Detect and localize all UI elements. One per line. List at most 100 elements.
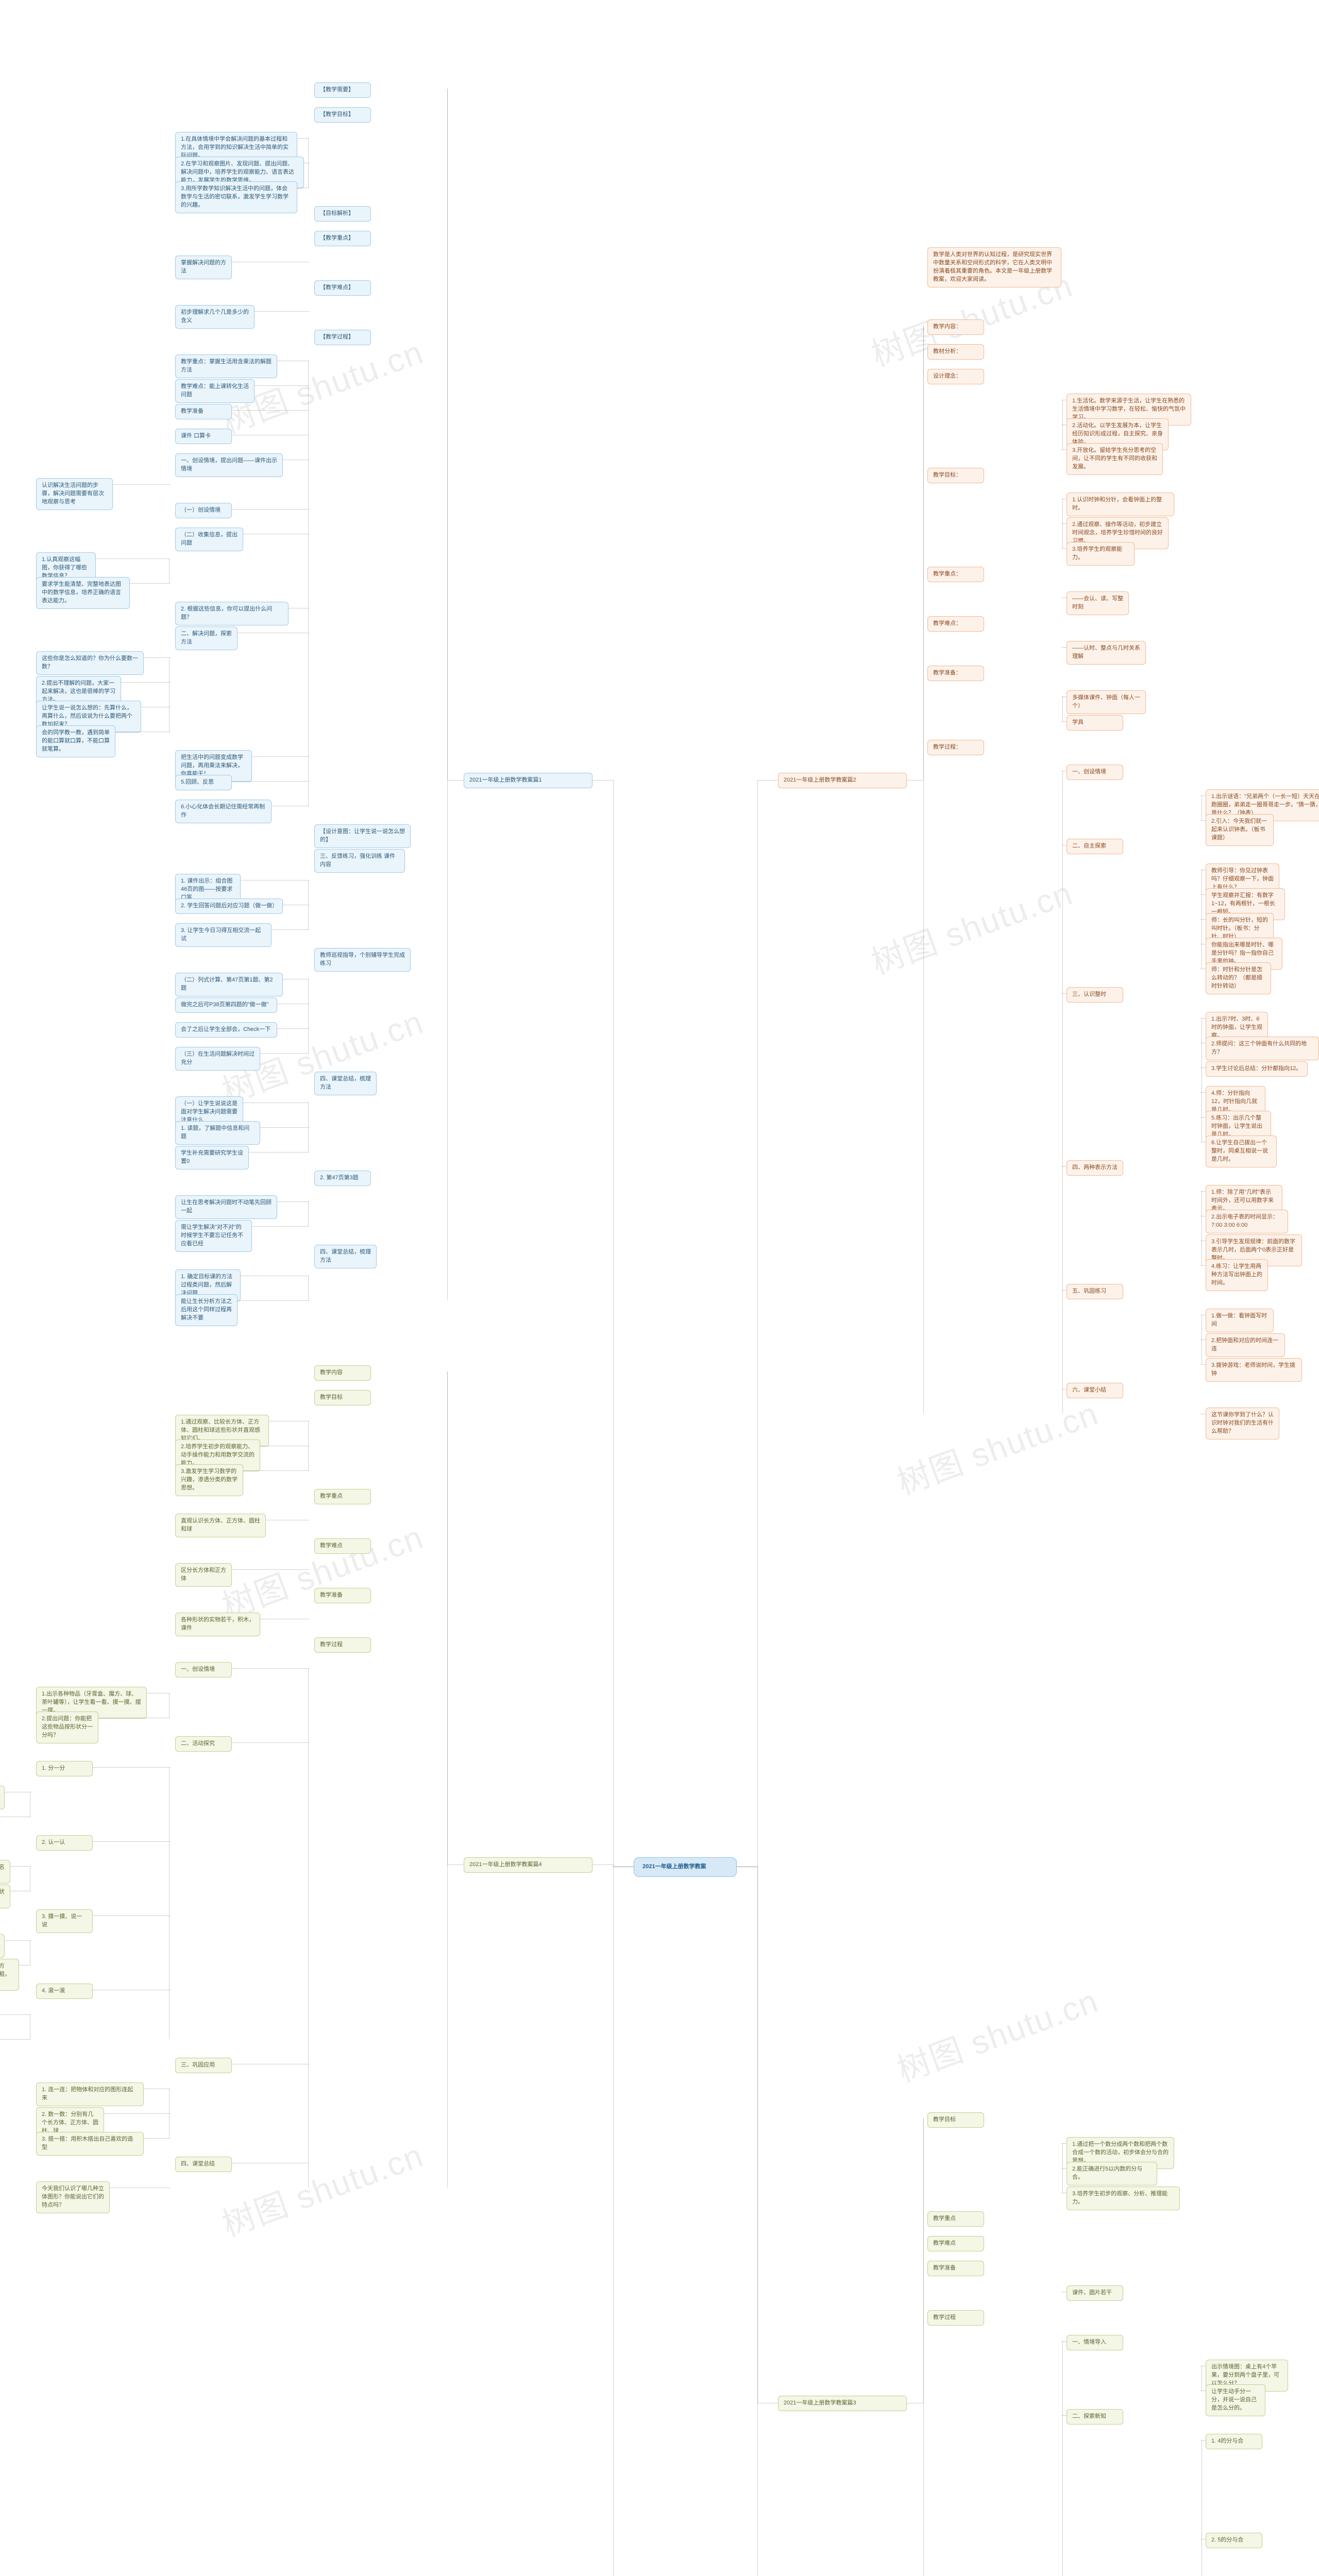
leaf-node[interactable]: 教学准备： (927, 666, 984, 681)
leaf-node[interactable]: 【目标解析】 (314, 206, 371, 222)
leaf-node[interactable]: 一、情境导入 (1067, 2335, 1123, 2350)
leaf-node[interactable]: 区分长方体和正方体 (175, 1563, 232, 1587)
leaf-node[interactable]: 3.学生讨论后总结：分针都指向12。 (1206, 1061, 1308, 1077)
leaf-node[interactable]: 教学重点：掌握生活用含乘法的解题方法 (175, 354, 277, 378)
leaf-node[interactable]: 3.用所学数学知识解决生活中的问题，体会数学与生活的密切联系，激发学生学习数学的… (175, 181, 297, 213)
leaf-node[interactable]: ——会认、读、写整时刻 (1067, 591, 1129, 615)
leaf-node[interactable]: 教学过程 (314, 1637, 371, 1653)
leaf-node[interactable]: 闭上眼睛摸一个物体，说出它是什么形状。 (0, 1934, 5, 1958)
branch-node-b4[interactable]: 2021一年级上册数学教案篇4 (464, 1857, 593, 1873)
leaf-node[interactable]: 【教学目标】 (314, 107, 371, 123)
leaf-node[interactable]: 2. 认一认 (36, 1835, 93, 1851)
leaf-node[interactable]: 一、创设情境，提出问题——课件出示情境 (175, 453, 283, 477)
leaf-node[interactable]: 2. 学生回答问题后对应习题（做一做） (175, 899, 283, 914)
leaf-node[interactable]: （二）收集信息，提出问题 (175, 528, 243, 551)
leaf-node[interactable]: 教学内容 (314, 1365, 371, 1381)
leaf-node[interactable]: 多媒体课件、钟面（每人一个） (1067, 690, 1146, 714)
leaf-node[interactable]: 2. 根据这些信息，你可以提出什么问题？ (175, 602, 289, 625)
leaf-node[interactable]: 2.引入：今天我们就一起来认识钟表。（板书课题） (1206, 814, 1274, 846)
leaf-node[interactable]: 会的同学教一教，遇到简单的能口算就口算，不能口算就笔算。 (36, 725, 115, 757)
leaf-node[interactable]: 二、活动探究 (175, 1736, 232, 1752)
leaf-node[interactable]: 五、巩固练习 (1067, 1284, 1123, 1299)
leaf-node[interactable]: 2. 5的分与合 (1206, 2533, 1262, 2548)
leaf-node[interactable]: 设计理念： (927, 369, 984, 384)
leaf-node[interactable]: 掌握解决问题的方法 (175, 256, 232, 279)
leaf-node[interactable]: 师：时针和分针是怎么转动的？（都是顺时针转动） (1206, 962, 1271, 994)
leaf-node[interactable]: 6.让学生自己拨出一个整时，同桌互相说一说是几时。 (1206, 1136, 1277, 1167)
leaf-node[interactable]: 课件、圆片若干 (1067, 2285, 1123, 2301)
leaf-node[interactable]: 四、课堂总结，梳理方法 (314, 1072, 377, 1095)
leaf-node[interactable]: 1. 连一连：把物体和对应的图形连起来 (36, 2082, 144, 2106)
leaf-node[interactable]: 要求学生能清楚、完整地表达图中的数学信息，培养正确的语言表达能力。 (36, 577, 130, 609)
leaf-node[interactable]: 教学目标： (927, 468, 984, 483)
leaf-node[interactable]: 6.小心化体会长期记住需经常再制作 (175, 800, 272, 823)
leaf-node[interactable]: 3.拨钟游戏：老师说时间，学生拨钟 (1206, 1358, 1302, 1382)
leaf-node[interactable]: 教学目标 (927, 2112, 984, 2128)
leaf-node[interactable]: 【教学需要】 (314, 82, 371, 98)
leaf-node[interactable]: 二、自主探索 (1067, 839, 1123, 854)
leaf-node[interactable]: 让生在思考解决问题时不动笔先回顾一起 (175, 1195, 277, 1219)
leaf-node[interactable]: 教学准备 (927, 2261, 984, 2276)
leaf-node[interactable]: 课件 口算卡 (175, 429, 232, 444)
leaf-node[interactable]: 1.认识时钟和分针，会看钟面上的整时。 (1067, 493, 1174, 516)
leaf-node[interactable]: 做完之后可P38页第四题的"做一做" (175, 997, 277, 1013)
leaf-node[interactable]: 这节课你学到了什么？认识时钟对我们的生活有什么帮助？ (1206, 1408, 1279, 1439)
leaf-node[interactable]: 说一说每种形状的特点：长方体长长方方的，正方体方方正正的，圆柱上下一样粗，球是圆… (0, 1959, 19, 1991)
leaf-node[interactable]: 二、解决问题，探索方法 (175, 626, 238, 650)
leaf-node[interactable]: 教学过程 (927, 2310, 984, 2326)
leaf-node[interactable]: 2.出示电子表的时间显示：7:00 3:00 6:00 (1206, 1210, 1288, 1233)
leaf-node[interactable]: 教学重点： (927, 567, 984, 582)
intro-note[interactable]: 数学是人类对世界的认知过程，是研究现实世界中数量关系和空间形式的科学，它在人类文… (927, 247, 1061, 287)
leaf-node[interactable]: 3. 让学生今日习得互相交流一起试 (175, 923, 272, 947)
leaf-node[interactable]: 一、创设情境 (1067, 765, 1123, 780)
branch-node-b3[interactable]: 2021一年级上册数学教案篇3 (778, 2396, 907, 2411)
root-node[interactable]: 2021一年级上册数学教案 (634, 1857, 737, 1877)
leaf-node[interactable]: 能让生长分析方法之后用这个同样过程再解决不要 (175, 1294, 238, 1326)
leaf-node[interactable]: 2.提出问题：你能把这些物品按形状分一分吗？ (36, 1711, 98, 1743)
branch-node-b2[interactable]: 2021一年级上册数学教案篇2 (778, 773, 907, 788)
leaf-node[interactable]: 1. 4的分与合 (1206, 2434, 1262, 2449)
leaf-node[interactable]: 让学生找一找生活中哪些物体是这些形状的。 (0, 1885, 10, 1908)
leaf-node[interactable]: 教学难点：能上课转化生活问题 (175, 379, 255, 403)
leaf-node[interactable]: 这些你是怎么知道的？你为什么要数一数？ (36, 651, 144, 675)
leaf-node[interactable]: 学生补充需要研究学生设置0 (175, 1146, 249, 1170)
leaf-node[interactable]: 3. 摸一摸、说一说 (36, 1909, 93, 1933)
leaf-node[interactable]: 初步理解求几个几是多少的含义 (175, 305, 255, 329)
leaf-node[interactable]: 3.激发学生学习数学的兴趣，渗透分类的数学思想。 (175, 1464, 243, 1496)
leaf-node[interactable]: （二）列式计算、第47页第1题、第2题 (175, 973, 283, 996)
leaf-node[interactable]: 需让学生解决"对不对"的时候学生不要忘记任务不应看已经 (175, 1220, 252, 1252)
leaf-node[interactable]: 学具 (1067, 715, 1123, 731)
leaf-node[interactable]: 4. 滚一滚 (36, 1984, 93, 1999)
leaf-node[interactable]: 四、课堂总结，梳理方法 (314, 1245, 377, 1268)
leaf-node[interactable]: 教材分析： (927, 344, 984, 360)
leaf-node[interactable]: 5.回顾、反思 (175, 775, 232, 790)
leaf-node[interactable]: 分别介绍长方体、正方体、圆柱、球的名称。 (0, 1860, 10, 1884)
leaf-node[interactable]: 教学难点 (927, 2236, 984, 2251)
leaf-node[interactable]: 三、巩固应用 (175, 2058, 232, 2073)
leaf-node[interactable]: 2.能正确进行5以内数的分与合。 (1067, 2162, 1157, 2185)
leaf-node[interactable]: 教学难点 (314, 1538, 371, 1554)
leaf-node[interactable]: 三、反馈练习，强化训练 课件内容 (314, 849, 405, 873)
leaf-node[interactable]: 2.师提问：这三个钟面有什么共同的地方？ (1206, 1037, 1319, 1060)
leaf-node[interactable]: 【教学难点】 (314, 280, 371, 296)
leaf-node[interactable]: 教学准备 (175, 404, 232, 419)
leaf-node[interactable]: 教学内容： (927, 319, 984, 335)
leaf-node[interactable]: 各种形状的实物若干，积木，课件 (175, 1613, 260, 1636)
leaf-node[interactable]: ——认时、整点与几时关系理解 (1067, 641, 1146, 665)
leaf-node[interactable]: 三、认识整时 (1067, 987, 1123, 1003)
leaf-node[interactable]: 【设计意图：让学生说一说怎么想的】 (314, 824, 411, 848)
leaf-node[interactable]: 3. 搭一搭：用积木搭出自己喜欢的造型 (36, 2132, 144, 2156)
leaf-node[interactable]: 二、探索新知 (1067, 2409, 1123, 2425)
leaf-node[interactable]: 2. 第47页第3题 (314, 1171, 371, 1186)
leaf-node[interactable]: 教学过程： (927, 740, 984, 755)
leaf-node[interactable]: 【教学重点】 (314, 231, 371, 246)
leaf-node[interactable]: 【教学过程】 (314, 330, 371, 345)
leaf-node[interactable]: 教师巡视指导，个别辅导学生完成练习 (314, 948, 411, 972)
leaf-node[interactable]: 四、两种表示方法 (1067, 1160, 1123, 1176)
leaf-node[interactable]: 3.培养学生初步的观察、分析、推理能力。 (1067, 2187, 1180, 2210)
leaf-node[interactable]: 1. 分一分 (36, 1761, 93, 1776)
leaf-node[interactable]: 教学目标 (314, 1390, 371, 1405)
leaf-node[interactable]: 1.做一做：看钟面写时间 (1206, 1309, 1274, 1332)
leaf-node[interactable]: 教学重点 (314, 1489, 371, 1504)
leaf-node[interactable]: 认识解决生活问题的步骤，解决问题需要有层次地观察与思考 (36, 478, 113, 510)
